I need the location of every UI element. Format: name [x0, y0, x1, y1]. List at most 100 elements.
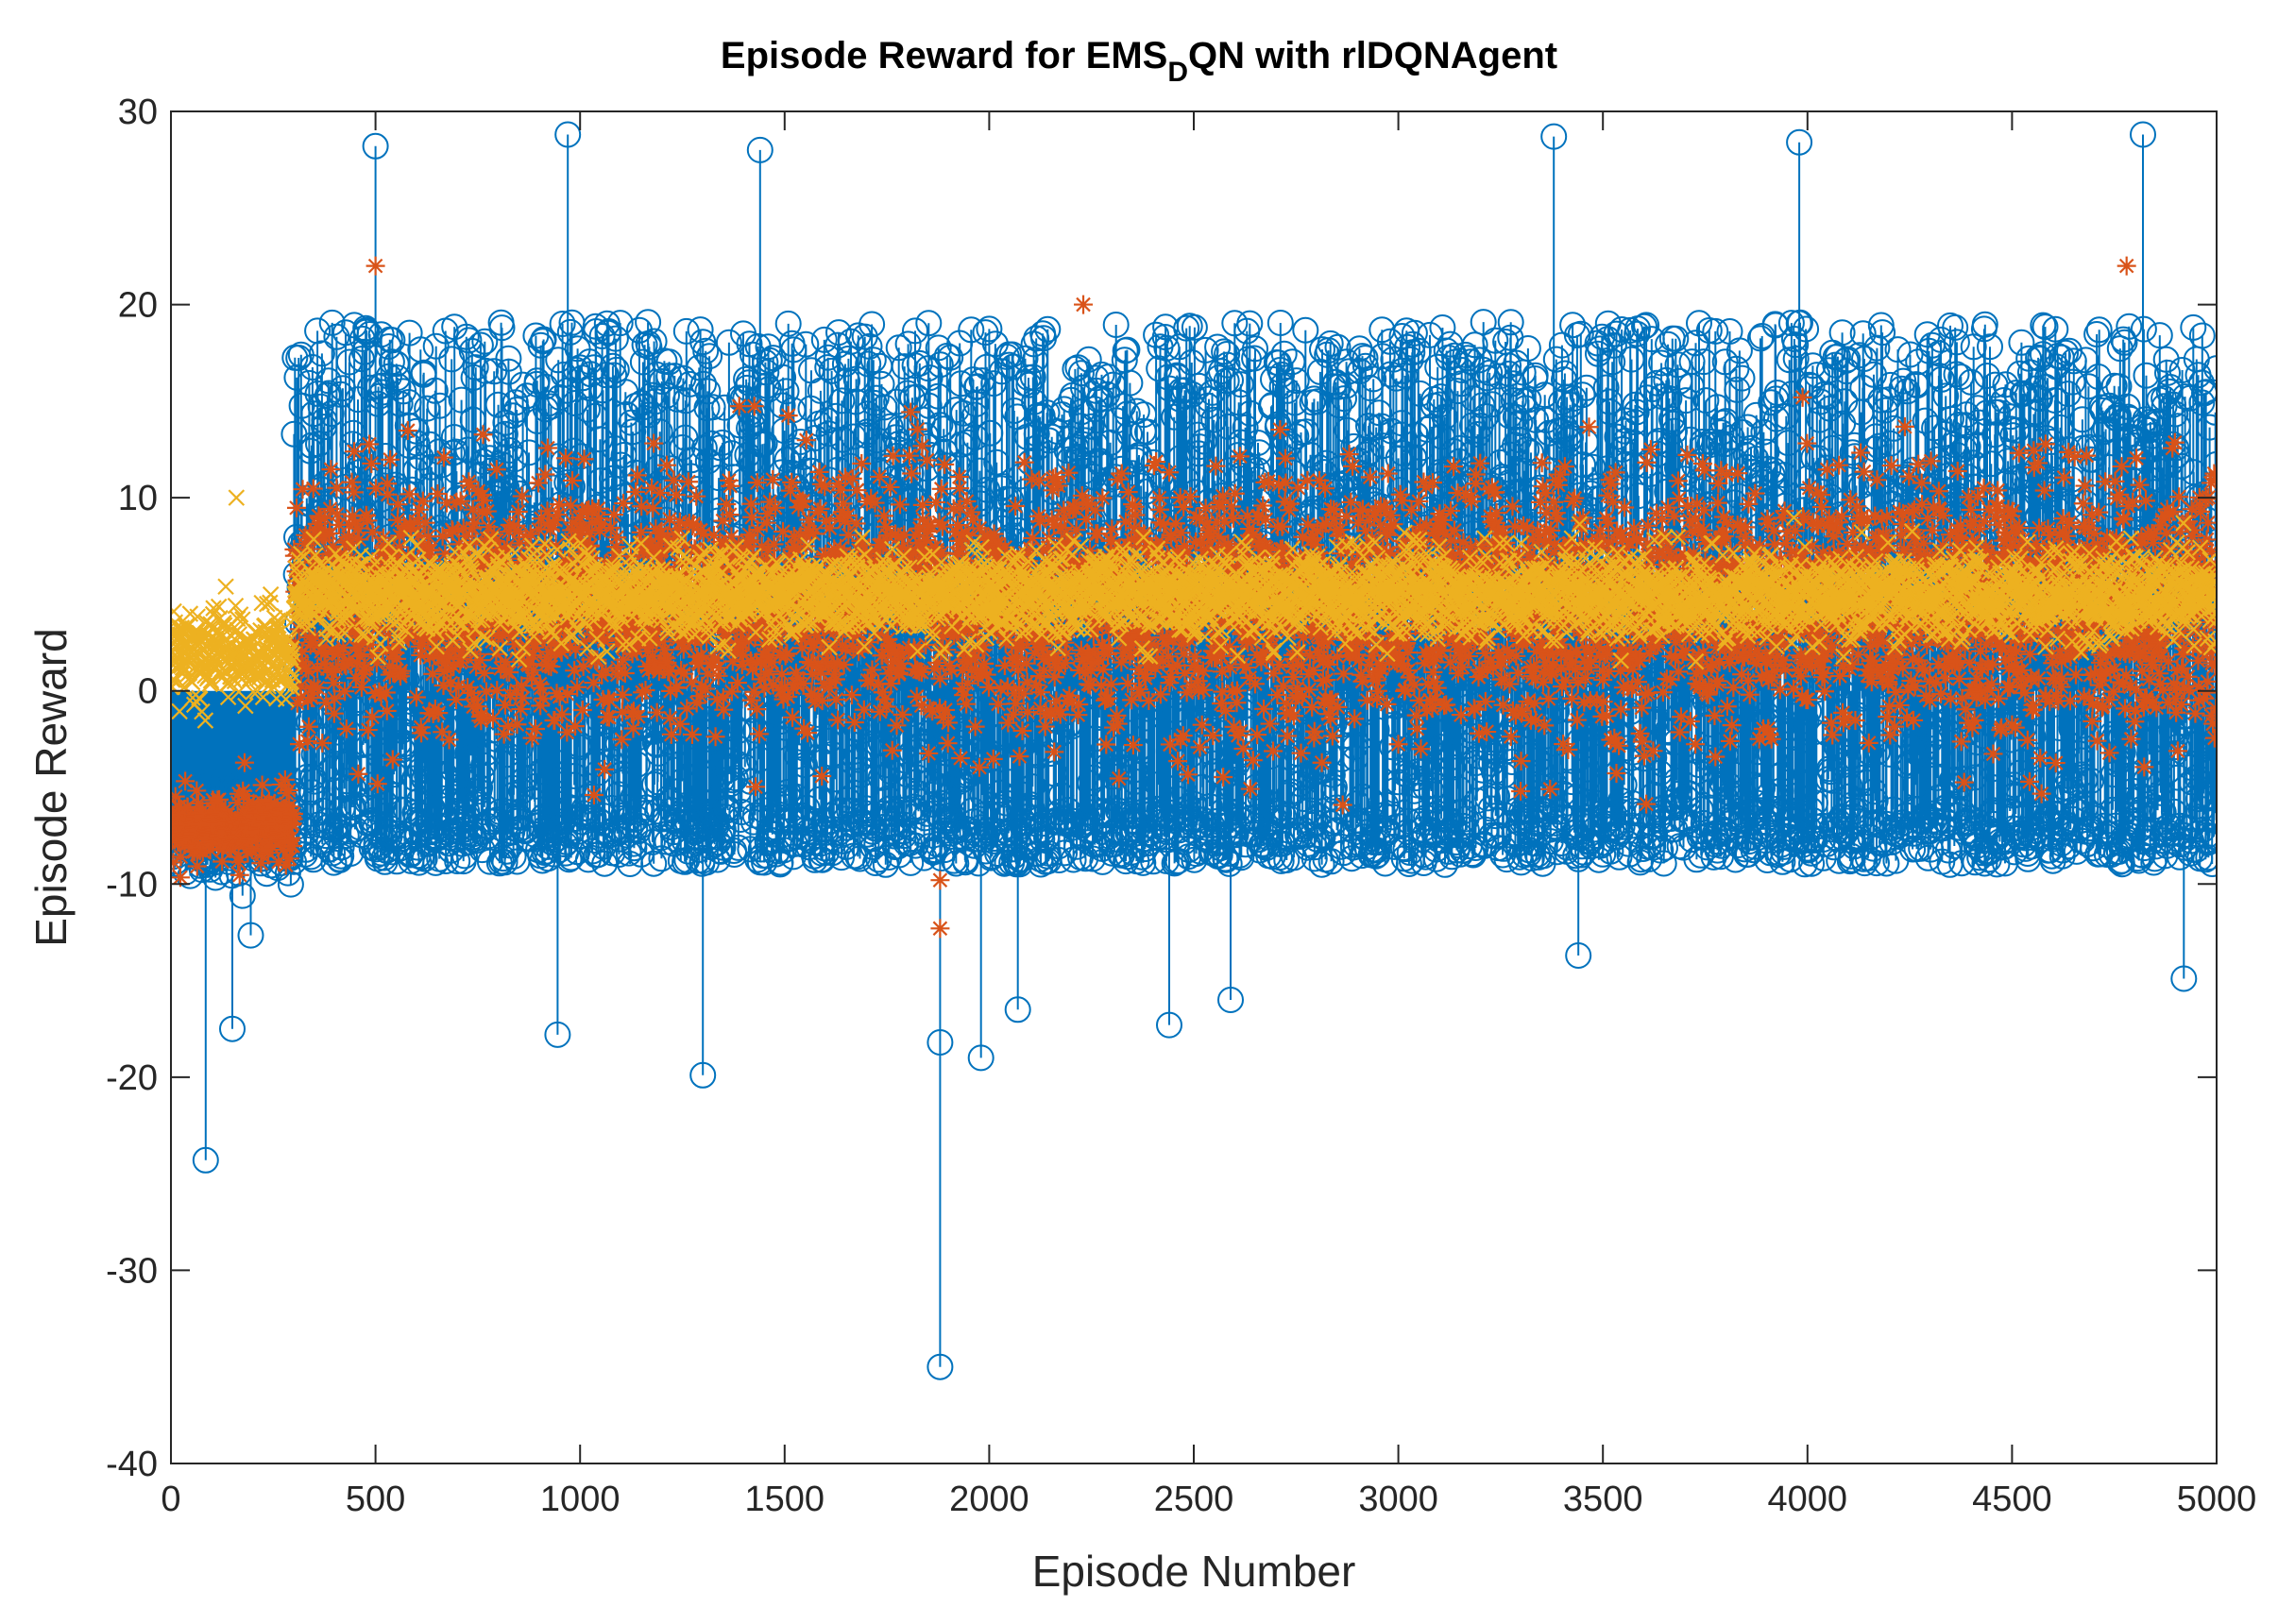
- blue-point: [503, 397, 531, 423]
- blue-point: [640, 850, 668, 877]
- blue-point: [493, 837, 520, 865]
- blue-point: [301, 768, 329, 795]
- blue-point: [494, 741, 521, 769]
- blue-point: [472, 357, 500, 384]
- blue-point: [328, 834, 355, 861]
- blue-point: [516, 439, 542, 466]
- blue-point: [547, 384, 573, 411]
- blue-point: [422, 332, 450, 360]
- blue-point: [620, 784, 647, 811]
- blue-point: [471, 328, 499, 355]
- blue-point: [540, 798, 568, 825]
- blue-point: [544, 443, 571, 470]
- blue-point: [576, 375, 604, 402]
- blue-point: [551, 801, 578, 828]
- blue-point: [402, 457, 430, 484]
- blue-point: [308, 340, 335, 367]
- blue-point: [237, 922, 264, 949]
- blue-point: [565, 731, 592, 758]
- blue-point: [606, 310, 634, 337]
- blue-point: [643, 731, 671, 758]
- blue-point: [470, 752, 497, 779]
- blue-point: [417, 472, 445, 499]
- blue-point: [623, 751, 651, 778]
- blue-point: [502, 446, 529, 473]
- blue-point: [301, 703, 329, 731]
- blue-point: [604, 730, 632, 757]
- blue-point: [599, 352, 626, 380]
- blue-point: [562, 356, 589, 383]
- blue-point: [413, 755, 440, 783]
- blue-point: [522, 772, 550, 800]
- blue-point: [349, 731, 377, 758]
- blue-point: [362, 815, 389, 841]
- blue-point: [464, 788, 491, 816]
- blue-point: [556, 318, 584, 346]
- blue-point: [528, 758, 554, 786]
- chart-title: Episode Reward for EMSDQN with rlDQNAgen…: [721, 35, 1557, 88]
- blue-point: [638, 381, 666, 409]
- blue-point: [593, 310, 620, 337]
- blue-point: [541, 748, 569, 775]
- blue-point: [229, 882, 256, 909]
- blue-point: [495, 345, 522, 372]
- blue-point: [395, 389, 422, 415]
- blue-point: [488, 314, 516, 342]
- blue-point: [586, 821, 613, 849]
- blue-point: [530, 326, 557, 353]
- blue-point: [353, 316, 381, 344]
- blue-point: [426, 392, 453, 419]
- blue-point: [450, 787, 478, 815]
- blue-point: [417, 453, 445, 481]
- blue-point: [416, 431, 444, 458]
- blue-point: [392, 733, 419, 760]
- blue-point: [304, 317, 332, 345]
- blue-point: [311, 414, 337, 441]
- blue-point: [399, 476, 426, 503]
- blue-point: [484, 391, 512, 418]
- blue-point: [636, 333, 663, 361]
- blue-point: [626, 316, 653, 344]
- blue-point: [620, 508, 648, 535]
- blue-point: [462, 354, 489, 381]
- blue-point: [371, 848, 399, 875]
- blue-point: [378, 815, 405, 842]
- chart-title-prefix: Episode Reward for EMS: [721, 35, 1167, 76]
- blue-point: [535, 833, 561, 860]
- blue-point: [545, 762, 572, 789]
- blue-point: [384, 364, 411, 392]
- blue-point: [575, 783, 603, 810]
- blue-point: [315, 380, 343, 407]
- blue-point: [602, 325, 629, 352]
- blue-point: [421, 377, 449, 404]
- blue-point: [604, 781, 632, 808]
- blue-point: [423, 702, 450, 730]
- blue-point: [538, 829, 566, 856]
- blue-point: [607, 451, 635, 479]
- blue-point: [390, 731, 417, 758]
- blue-point: [574, 396, 601, 423]
- blue-point: [452, 323, 480, 350]
- blue-point: [500, 843, 527, 870]
- blue-point: [355, 787, 382, 814]
- blue-point: [509, 371, 536, 398]
- blue-point: [550, 361, 577, 388]
- blue-point: [277, 871, 304, 898]
- blue-point: [571, 804, 599, 831]
- blue-point: [491, 849, 518, 876]
- blue-point: [332, 822, 360, 850]
- blue-point: [507, 735, 534, 762]
- blue-point: [496, 437, 523, 464]
- blue-point: [493, 474, 520, 501]
- blue-point: [416, 790, 443, 818]
- blue-point: [557, 844, 585, 871]
- blue-point: [457, 713, 484, 740]
- blue-point: [501, 474, 528, 501]
- blue-point: [384, 373, 412, 400]
- blue-point: [299, 764, 327, 791]
- blue-point: [419, 795, 447, 822]
- blue-point: [602, 435, 628, 462]
- blue-point: [500, 402, 527, 430]
- blue-point: [372, 443, 400, 469]
